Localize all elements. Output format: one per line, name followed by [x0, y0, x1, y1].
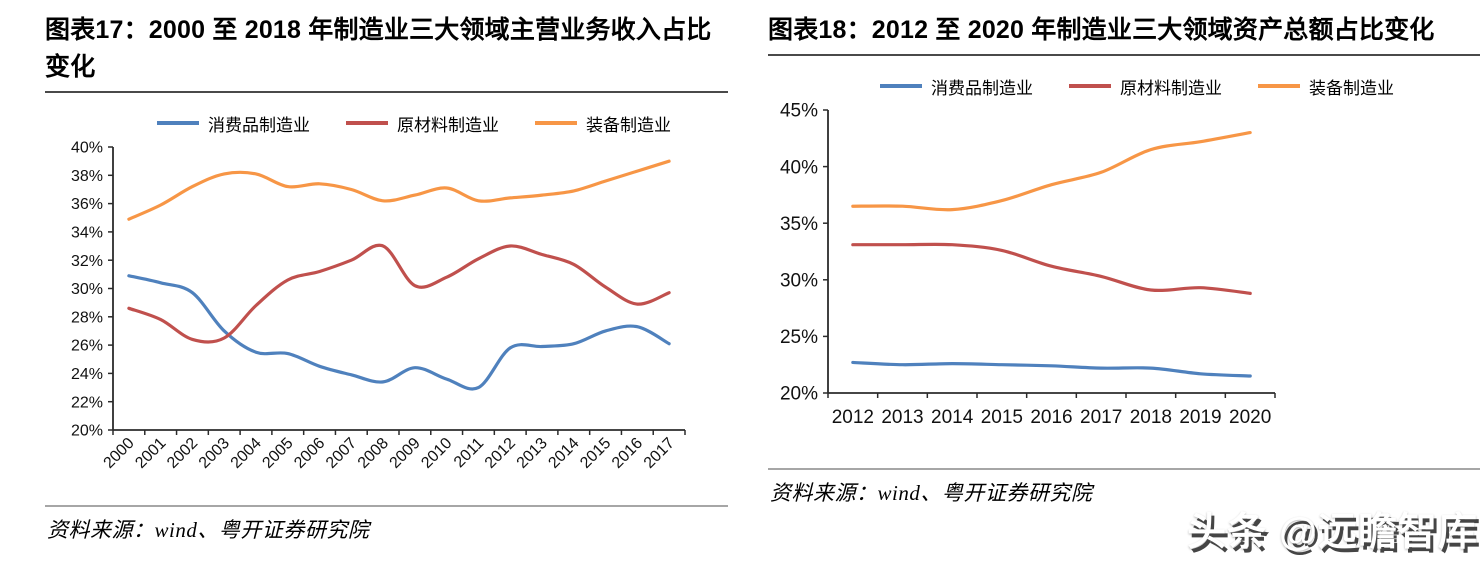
chart18-panel: 图表18：2012 至 2020 年制造业三大领域资产总额占比变化 消费品制造业… — [768, 12, 1480, 507]
chart18-source-divider — [768, 468, 1480, 470]
chart18-source: 资料来源：wind、粤开证券研究院 — [770, 481, 1093, 505]
chart17-panel: 图表17：2000 至 2018 年制造业三大领域主营业务收入占比变化 消费品制… — [45, 12, 728, 544]
legend-line-swatch-materials — [1069, 84, 1111, 88]
legend-label-consumer: 消费品制造业 — [208, 115, 310, 135]
y-tick-label: 28% — [71, 309, 103, 326]
x-tick-label: 2008 — [355, 435, 392, 472]
watermark: 头条 @远瞻智库 — [1187, 511, 1478, 554]
y-tick-label: 38% — [71, 168, 103, 185]
y-tick-label: 24% — [71, 366, 103, 383]
x-tick-label: 2002 — [164, 435, 201, 472]
y-tick-label: 30% — [780, 270, 818, 291]
y-tick-label: 35% — [780, 214, 818, 235]
x-tick-label: 2014 — [545, 435, 582, 472]
y-tick-label: 34% — [71, 225, 103, 242]
x-tick-label: 2009 — [387, 435, 424, 472]
legend-label-materials: 原材料制造业 — [397, 115, 499, 135]
legend-item-consumer: 消费品制造业 — [157, 111, 310, 136]
x-tick-label: 2020 — [1229, 407, 1271, 428]
series-line-0 — [851, 360, 1252, 378]
x-tick-label: 2012 — [482, 435, 519, 472]
y-tick-label: 25% — [780, 327, 818, 348]
x-tick-label: 2014 — [931, 407, 974, 428]
y-tick-label: 45% — [780, 101, 818, 122]
legend-line-swatch-consumer — [880, 84, 922, 88]
x-tick-label: 2018 — [1130, 407, 1172, 428]
x-tick-label: 2001 — [132, 435, 169, 472]
series-line-0 — [127, 274, 671, 391]
chart17-plot: 20%22%24%26%28%30%32%34%36%38%40%2000200… — [71, 140, 686, 472]
chart17-title: 图表17：2000 至 2018 年制造业三大领域主营业务收入占比变化 — [45, 16, 712, 81]
legend-item-equipment: 装备制造业 — [1258, 74, 1394, 99]
chart18-title-divider — [768, 54, 1480, 56]
legend-label-equipment: 装备制造业 — [586, 115, 671, 135]
y-tick-label: 40% — [780, 157, 818, 178]
x-tick-label: 2004 — [228, 435, 265, 472]
series-line-1 — [851, 242, 1252, 295]
y-tick-label: 32% — [71, 253, 103, 270]
legend-item-materials: 原材料制造业 — [1069, 74, 1222, 99]
chart17-title-divider — [45, 91, 728, 93]
legend-line-swatch-consumer — [157, 121, 199, 125]
y-tick-label: 20% — [780, 384, 818, 405]
legend-label-equipment: 装备制造业 — [1309, 78, 1394, 98]
x-tick-label: 2007 — [323, 435, 360, 472]
legend-line-swatch-materials — [346, 121, 388, 125]
series-line-2 — [127, 159, 671, 221]
x-tick-label: 2016 — [1030, 407, 1072, 428]
chart17-source: 资料来源：wind、粤开证券研究院 — [47, 518, 370, 542]
legend-item-consumer: 消费品制造业 — [880, 74, 1033, 99]
x-tick-label: 2003 — [196, 435, 233, 472]
y-tick-label: 40% — [71, 140, 103, 157]
x-tick-label: 2006 — [291, 435, 328, 472]
legend-label-consumer: 消费品制造业 — [931, 78, 1033, 98]
chart18-title: 图表18：2012 至 2020 年制造业三大领域资产总额占比变化 — [768, 16, 1435, 44]
x-tick-label: 2011 — [451, 435, 487, 471]
y-tick-label: 36% — [71, 196, 103, 213]
x-tick-label: 2010 — [418, 435, 455, 472]
x-tick-label: 2016 — [609, 435, 646, 472]
chart17-legend: 消费品制造业 原材料制造业 装备制造业 — [157, 111, 728, 135]
legend-line-swatch-equipment — [535, 121, 577, 125]
x-tick-label: 2017 — [1080, 407, 1122, 428]
x-tick-label: 2017 — [641, 435, 678, 472]
legend-item-materials: 原材料制造业 — [346, 111, 499, 136]
x-tick-label: 2012 — [832, 407, 874, 428]
legend-label-materials: 原材料制造业 — [1120, 78, 1222, 98]
x-tick-label: 2013 — [514, 435, 551, 472]
chart17-source-divider — [45, 505, 728, 507]
y-tick-label: 22% — [71, 394, 103, 411]
series-line-1 — [127, 243, 671, 344]
x-tick-label: 2000 — [101, 435, 138, 472]
series-line-2 — [851, 131, 1252, 212]
x-tick-label: 2013 — [881, 407, 923, 428]
x-tick-label: 2015 — [981, 407, 1023, 428]
chart18-plot: 20% 25% 30% 35% 40% 45% 2012 2013 2014 2015 2016 20… — [780, 101, 1276, 428]
chart18-legend: 消费品制造业 原材料制造业 装备制造业 — [880, 74, 1480, 98]
x-tick-label: 2015 — [577, 435, 614, 472]
x-tick-label: 2019 — [1179, 407, 1221, 428]
legend-item-equipment: 装备制造业 — [535, 111, 671, 136]
y-tick-label: 20% — [71, 423, 103, 440]
y-tick-label: 26% — [71, 338, 103, 355]
x-tick-label: 2005 — [259, 435, 296, 472]
legend-line-swatch-equipment — [1258, 84, 1300, 88]
y-tick-label: 30% — [71, 281, 103, 298]
